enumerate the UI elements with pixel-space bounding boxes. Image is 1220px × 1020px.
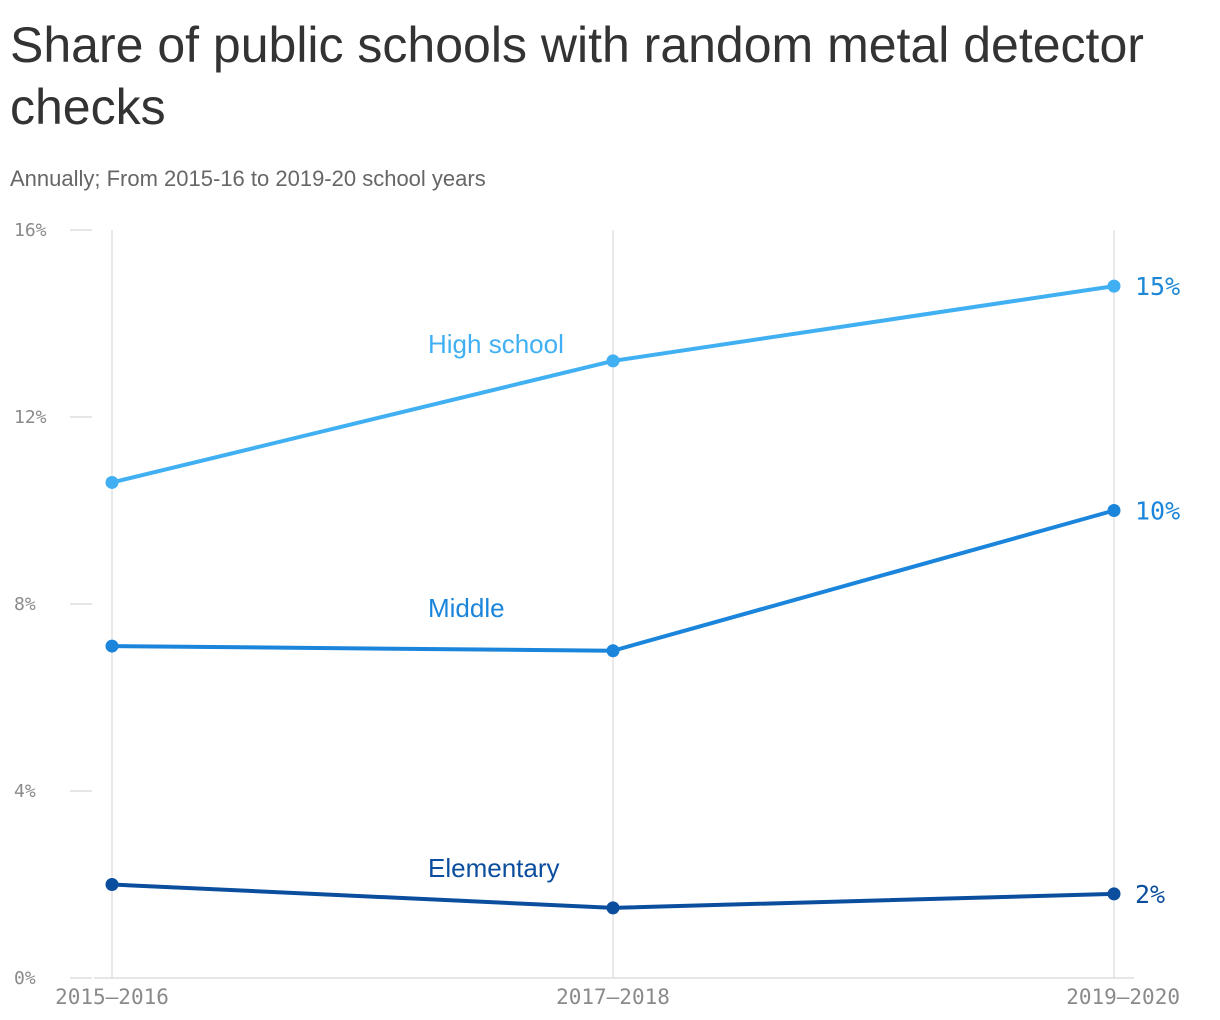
y-tick-label: 4% (14, 781, 36, 802)
end-value-label: 15% (1135, 272, 1180, 301)
label-group: High school 15% Middle 10% Elementary 2% (428, 272, 1180, 909)
chart-subtitle: Annually; From 2015-16 to 2019-20 school… (10, 166, 486, 191)
chart-title: Share of public schools with random meta… (10, 17, 1144, 135)
series-group (105, 279, 1121, 915)
axes: 0% 4% 8% 12% 16% 2015–2016 2017–2018 2019–2020 (14, 220, 1180, 1009)
data-point (1107, 504, 1121, 517)
data-point (105, 878, 119, 891)
x-tick-label: 2019–2020 (1066, 985, 1180, 1009)
y-tick-label: 0% (14, 968, 36, 989)
y-tick-label: 16% (14, 220, 47, 241)
data-point (1107, 887, 1121, 901)
data-point (606, 354, 620, 368)
data-point (1107, 279, 1121, 293)
series-name-label: Elementary (428, 853, 560, 883)
end-value-label: 10% (1135, 497, 1180, 526)
y-tick-label: 8% (14, 594, 36, 615)
data-point (105, 475, 119, 489)
x-tick-label: 2017–2018 (556, 985, 670, 1009)
data-point (606, 644, 620, 658)
end-value-label: 2% (1135, 880, 1165, 909)
data-point (105, 639, 119, 653)
series-name-label: Middle (428, 593, 505, 623)
y-tick-label: 12% (14, 407, 47, 428)
grid-lines (111, 230, 1115, 978)
x-tick-label: 2015–2016 (55, 985, 169, 1009)
series-name-label: High school (428, 329, 564, 359)
data-point (606, 901, 620, 915)
